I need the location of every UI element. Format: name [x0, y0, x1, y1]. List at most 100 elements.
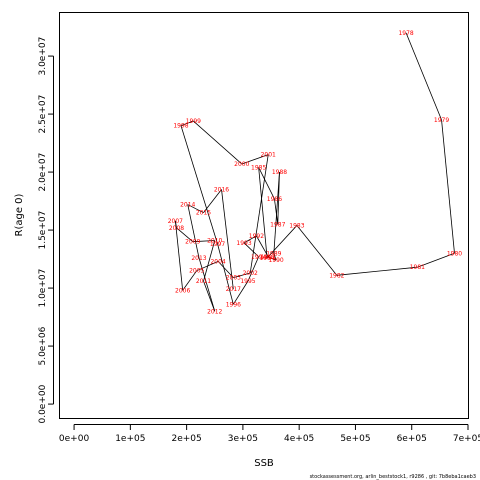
series-segment — [174, 220, 177, 228]
year-label: 1988 — [272, 169, 287, 176]
x-tick-label: 3e+05 — [228, 434, 258, 444]
year-label: 2001 — [261, 152, 276, 159]
series-segment — [296, 225, 338, 276]
series-segment — [203, 240, 216, 282]
series-segment — [243, 242, 259, 258]
plot-frame — [59, 12, 469, 419]
x-tick-label: 2e+05 — [171, 434, 201, 444]
series-segment — [336, 266, 418, 276]
series-segment — [249, 154, 269, 274]
series-segment — [180, 120, 194, 127]
year-label: 2005 — [189, 268, 204, 275]
year-label: 2008 — [169, 225, 184, 232]
year-label: 1984 — [259, 255, 274, 262]
series-segment — [268, 256, 277, 261]
y-tick-label: 2.0e+07 — [38, 153, 48, 192]
year-label: 2000 — [234, 161, 249, 168]
series-segment — [441, 119, 455, 254]
y-tick-label: 1.0e+07 — [38, 269, 48, 308]
year-label: 1987 — [270, 221, 285, 228]
series-segment — [193, 120, 243, 165]
year-label: 1997 — [210, 241, 225, 248]
year-labels: 1978 1979 1980 1981 1982 1983 1984 1985 1986 1987… — [168, 30, 463, 315]
y-tick-label: 3.0e+07 — [38, 37, 48, 76]
year-label: 1978 — [398, 30, 413, 37]
series-segment — [217, 243, 234, 305]
year-label: 1998 — [173, 123, 188, 130]
x-tick-label: 1e+05 — [115, 434, 145, 444]
year-label: 2006 — [175, 287, 190, 294]
series-segment — [176, 227, 194, 242]
x-tick-label: 4e+05 — [284, 434, 314, 444]
footer-credit: stockassessment.org, arlin_beststock1, r… — [310, 474, 476, 480]
year-label: 1980 — [447, 250, 462, 257]
series-segment — [266, 225, 298, 259]
y-tick-label: 1.5e+07 — [38, 211, 48, 250]
year-label: 1985 — [251, 164, 266, 171]
x-tick-label: 0e+00 — [59, 434, 90, 444]
year-label: 2004 — [210, 258, 225, 265]
series-segment — [192, 240, 215, 243]
series-segment — [243, 235, 257, 244]
series-segment — [217, 261, 234, 278]
series-segment — [187, 204, 204, 214]
series-segment — [273, 253, 277, 261]
year-label: 1991 — [261, 254, 276, 261]
year-label: 2011 — [196, 278, 211, 285]
year-label: 1996 — [226, 301, 241, 308]
year-label: 2007 — [168, 218, 183, 225]
year-label: 1986 — [267, 196, 282, 203]
series-segment — [203, 189, 222, 213]
year-label: 2010 — [207, 238, 222, 245]
series-segment — [241, 154, 269, 165]
year-label: 2013 — [191, 255, 206, 262]
x-axis-title: SSB — [254, 458, 274, 469]
series-segment — [405, 32, 442, 121]
y-tick-label: 2.5e+07 — [38, 95, 48, 134]
year-label: 1992 — [249, 233, 264, 240]
series-segment — [232, 280, 249, 305]
year-label: 1999 — [186, 118, 201, 125]
year-label: 1995 — [240, 278, 255, 285]
series-segment — [247, 256, 260, 282]
series-segment — [182, 270, 198, 291]
year-label: 2016 — [214, 186, 229, 193]
x-axis: 0e+00 1e+05 2e+05 3e+05 4e+05 5e+05 6e+05 7e+05 — [59, 424, 480, 444]
series-segment — [187, 204, 200, 259]
series-segment — [198, 257, 216, 312]
year-label: 1981 — [410, 264, 425, 271]
y-tick-label: 0.0e+00 — [38, 384, 48, 423]
year-label: 1979 — [434, 117, 449, 124]
y-axis: 0.0e+00 5.0e+06 1.0e+07 1.5e+07 2.0e+07 2.5e+… — [38, 37, 54, 424]
year-label: 2002 — [243, 270, 258, 277]
series-segment — [174, 220, 184, 291]
x-tick-label: 6e+05 — [397, 434, 427, 444]
series-segment — [258, 167, 268, 258]
year-label: 1990 — [268, 257, 283, 264]
year-label: 2012 — [207, 308, 222, 315]
y-axis-title: R(age 0) — [14, 193, 25, 236]
series-segment — [274, 198, 279, 225]
series-segment — [180, 125, 218, 245]
y-tick-label: 5.0e+06 — [38, 326, 48, 365]
year-label: 1994 — [251, 254, 266, 261]
series-segment — [273, 172, 280, 254]
year-label: 2017 — [226, 286, 241, 293]
year-label: 2014 — [180, 202, 195, 209]
year-label: 1989 — [266, 250, 281, 257]
series-segment — [233, 272, 251, 279]
year-label: 1982 — [329, 272, 344, 279]
stock-recruitment-path — [174, 32, 455, 312]
year-label: 2009 — [185, 239, 200, 246]
year-label: 1983 — [289, 222, 304, 229]
x-tick-label: 7e+05 — [453, 434, 480, 444]
series-segment — [258, 167, 275, 199]
x-tick-label: 5e+05 — [340, 434, 370, 444]
series-segment — [221, 189, 234, 290]
series-segment — [417, 252, 455, 268]
year-label: 2003 — [226, 275, 241, 282]
year-label: 1993 — [236, 240, 251, 247]
series-segment — [256, 235, 269, 257]
year-label: 2015 — [196, 210, 211, 217]
